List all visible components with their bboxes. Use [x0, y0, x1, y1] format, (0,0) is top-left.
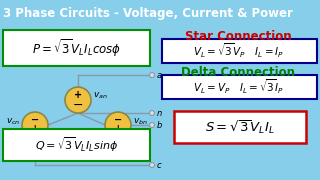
Text: n: n — [157, 109, 162, 118]
Text: 3 Phase Circuits - Voltage, Current & Power: 3 Phase Circuits - Voltage, Current & Po… — [3, 6, 293, 20]
Circle shape — [149, 163, 155, 168]
Circle shape — [105, 112, 131, 138]
Text: $V_L = V_P \quad I_L = \sqrt{3}I_P$: $V_L = V_P \quad I_L = \sqrt{3}I_P$ — [193, 78, 285, 96]
FancyBboxPatch shape — [174, 111, 306, 143]
Text: $Q = \sqrt{3}V_L I_L sin\phi$: $Q = \sqrt{3}V_L I_L sin\phi$ — [35, 136, 119, 154]
Text: +: + — [113, 123, 123, 136]
Text: +: + — [30, 123, 40, 136]
Text: −: − — [114, 115, 122, 125]
Text: $V_L = \sqrt{3}V_P \quad I_L = I_P$: $V_L = \sqrt{3}V_P \quad I_L = I_P$ — [193, 42, 285, 60]
Text: a: a — [157, 71, 162, 80]
Text: +: + — [74, 90, 82, 100]
Text: $\mathit{v}_{an}$: $\mathit{v}_{an}$ — [93, 91, 108, 101]
Circle shape — [149, 123, 155, 128]
Text: Delta Connection: Delta Connection — [181, 66, 295, 79]
Text: $\mathit{v}_{cn}$: $\mathit{v}_{cn}$ — [6, 117, 20, 127]
Text: Star Connection: Star Connection — [185, 30, 291, 43]
FancyBboxPatch shape — [3, 30, 150, 66]
Circle shape — [65, 87, 91, 113]
Text: $P = \sqrt{3}V_L I_L cos\phi$: $P = \sqrt{3}V_L I_L cos\phi$ — [32, 37, 122, 59]
Circle shape — [149, 73, 155, 78]
Text: c: c — [157, 161, 162, 170]
Text: b: b — [157, 121, 162, 130]
FancyBboxPatch shape — [162, 39, 317, 63]
Text: $S = \sqrt{3}V_L I_L$: $S = \sqrt{3}V_L I_L$ — [205, 118, 275, 136]
Text: $\mathit{v}_{bn}$: $\mathit{v}_{bn}$ — [133, 117, 148, 127]
Circle shape — [149, 111, 155, 116]
FancyBboxPatch shape — [162, 75, 317, 99]
Text: −: − — [31, 115, 39, 125]
FancyBboxPatch shape — [3, 129, 150, 161]
Text: −: − — [73, 98, 83, 111]
Circle shape — [22, 112, 48, 138]
